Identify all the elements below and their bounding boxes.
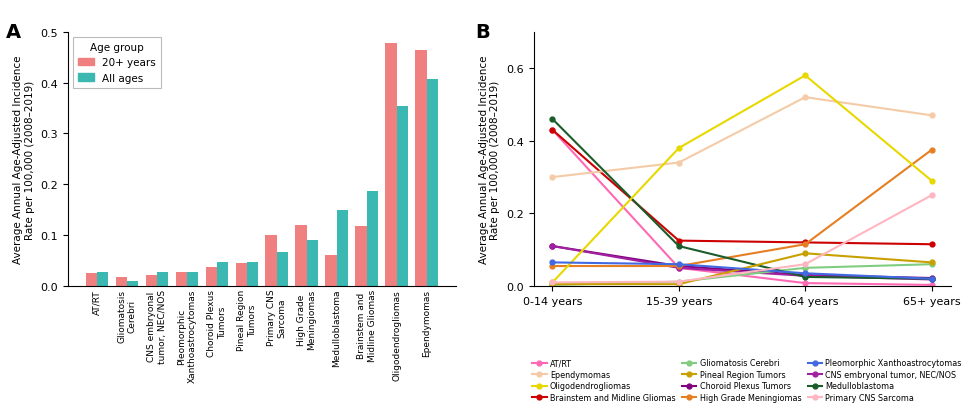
Pineal Region Tumors xyxy=(798,251,810,256)
Bar xyxy=(396,106,408,286)
Bar xyxy=(385,45,396,286)
AT/RT xyxy=(547,128,558,133)
Line: High Grade Meningiomas: High Grade Meningiomas xyxy=(549,148,933,269)
Bar xyxy=(306,240,318,286)
High Grade Meningiomas xyxy=(924,148,936,153)
Medulloblastoma xyxy=(672,244,684,249)
Line: Ependymomas: Ependymomas xyxy=(549,96,933,180)
Line: AT/RT: AT/RT xyxy=(549,128,933,288)
Medulloblastoma xyxy=(547,117,558,122)
Choroid Plexus Tumors xyxy=(547,244,558,249)
Bar xyxy=(187,272,198,286)
Bar xyxy=(127,281,139,286)
Ependymomas xyxy=(798,95,810,100)
Y-axis label: Average Annual Age-Adjusted Incidence
Rate per 100,000 (2008–2019): Average Annual Age-Adjusted Incidence Ra… xyxy=(479,56,500,263)
Legend: AT/RT, Ependymomas, Oligodendrogliomas, Brainstem and Midline Gliomas, Gliomatos: AT/RT, Ependymomas, Oligodendrogliomas, … xyxy=(528,355,964,405)
Pleomorphic Xanthoastrocytomas xyxy=(798,271,810,276)
Bar xyxy=(247,263,258,286)
Bar xyxy=(415,50,426,286)
Pleomorphic Xanthoastrocytomas xyxy=(924,276,936,281)
Choroid Plexus Tumors xyxy=(672,264,684,269)
Bar xyxy=(145,275,157,286)
Line: Medulloblastoma: Medulloblastoma xyxy=(549,117,933,281)
Line: Pleomorphic Xanthoastrocytomas: Pleomorphic Xanthoastrocytomas xyxy=(549,261,933,281)
Brainstem and Midline Gliomas xyxy=(672,238,684,243)
High Grade Meningiomas xyxy=(672,264,684,269)
Primary CNS Sarcoma xyxy=(924,193,936,198)
AT/RT xyxy=(798,281,810,286)
High Grade Meningiomas xyxy=(798,242,810,247)
Bar xyxy=(355,227,366,286)
AT/RT xyxy=(672,266,684,271)
Gliomatosis Cerebri xyxy=(672,279,684,284)
Text: A: A xyxy=(6,22,21,42)
High Grade Meningiomas xyxy=(547,264,558,269)
Line: Pineal Region Tumors: Pineal Region Tumors xyxy=(549,251,933,287)
Pineal Region Tumors xyxy=(672,282,684,287)
Bar xyxy=(85,274,97,286)
Gliomatosis Cerebri xyxy=(798,266,810,271)
Pineal Region Tumors xyxy=(924,260,936,265)
Pineal Region Tumors xyxy=(547,282,558,287)
Oligodendrogliomas xyxy=(672,146,684,151)
Oligodendrogliomas xyxy=(924,179,936,184)
Line: Gliomatosis Cerebri: Gliomatosis Cerebri xyxy=(549,262,933,288)
Line: Oligodendrogliomas: Oligodendrogliomas xyxy=(549,74,933,285)
Brainstem and Midline Gliomas xyxy=(547,128,558,133)
Medulloblastoma xyxy=(798,275,810,280)
CNS embryonal tumor, NEC/NOS xyxy=(798,274,810,279)
Ependymomas xyxy=(924,114,936,119)
Primary CNS Sarcoma xyxy=(672,279,684,284)
Line: Primary CNS Sarcoma: Primary CNS Sarcoma xyxy=(549,193,933,285)
Bar xyxy=(205,267,217,286)
CNS embryonal tumor, NEC/NOS xyxy=(672,266,684,271)
Medulloblastoma xyxy=(924,276,936,281)
Bar xyxy=(426,80,438,286)
Bar xyxy=(217,263,228,286)
Pleomorphic Xanthoastrocytomas xyxy=(547,260,558,265)
Brainstem and Midline Gliomas xyxy=(798,240,810,245)
Line: Choroid Plexus Tumors: Choroid Plexus Tumors xyxy=(549,244,933,281)
Legend: 20+ years, All ages: 20+ years, All ages xyxy=(73,38,161,89)
Gliomatosis Cerebri xyxy=(547,283,558,288)
Bar xyxy=(175,273,187,286)
Pleomorphic Xanthoastrocytomas xyxy=(672,262,684,267)
Bar xyxy=(235,263,247,286)
Primary CNS Sarcoma xyxy=(547,280,558,285)
Bar xyxy=(115,277,127,286)
Text: B: B xyxy=(475,22,489,42)
Primary CNS Sarcoma xyxy=(798,262,810,267)
CNS embryonal tumor, NEC/NOS xyxy=(547,244,558,249)
Bar xyxy=(366,191,378,286)
AT/RT xyxy=(924,283,936,288)
Bar xyxy=(157,272,169,286)
Bar xyxy=(296,225,306,286)
Oligodendrogliomas xyxy=(798,74,810,79)
Bar xyxy=(97,273,109,286)
Ependymomas xyxy=(672,161,684,166)
Y-axis label: Average Annual Age-Adjusted Incidence
Rate per 100,000 (2008–2019): Average Annual Age-Adjusted Incidence Ra… xyxy=(14,56,35,263)
Gliomatosis Cerebri xyxy=(924,262,936,267)
Choroid Plexus Tumors xyxy=(924,276,936,281)
CNS embryonal tumor, NEC/NOS xyxy=(924,277,936,282)
Choroid Plexus Tumors xyxy=(798,273,810,278)
Oligodendrogliomas xyxy=(547,280,558,285)
Line: CNS embryonal tumor, NEC/NOS: CNS embryonal tumor, NEC/NOS xyxy=(549,244,933,282)
Brainstem and Midline Gliomas xyxy=(924,242,936,247)
Bar xyxy=(326,256,336,286)
Bar xyxy=(276,252,288,286)
Bar xyxy=(266,236,276,286)
Line: Brainstem and Midline Gliomas: Brainstem and Midline Gliomas xyxy=(549,128,933,247)
Bar xyxy=(336,210,348,286)
Ependymomas xyxy=(547,175,558,180)
